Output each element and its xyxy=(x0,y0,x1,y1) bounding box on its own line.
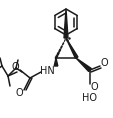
Polygon shape xyxy=(54,58,57,66)
Text: O: O xyxy=(11,62,19,72)
Polygon shape xyxy=(63,9,67,38)
Text: O: O xyxy=(99,58,107,68)
Polygon shape xyxy=(75,58,91,72)
Polygon shape xyxy=(65,38,77,58)
Text: HN: HN xyxy=(39,66,54,76)
Text: HO: HO xyxy=(82,93,97,103)
Text: O: O xyxy=(15,88,23,98)
Text: O: O xyxy=(89,82,97,92)
